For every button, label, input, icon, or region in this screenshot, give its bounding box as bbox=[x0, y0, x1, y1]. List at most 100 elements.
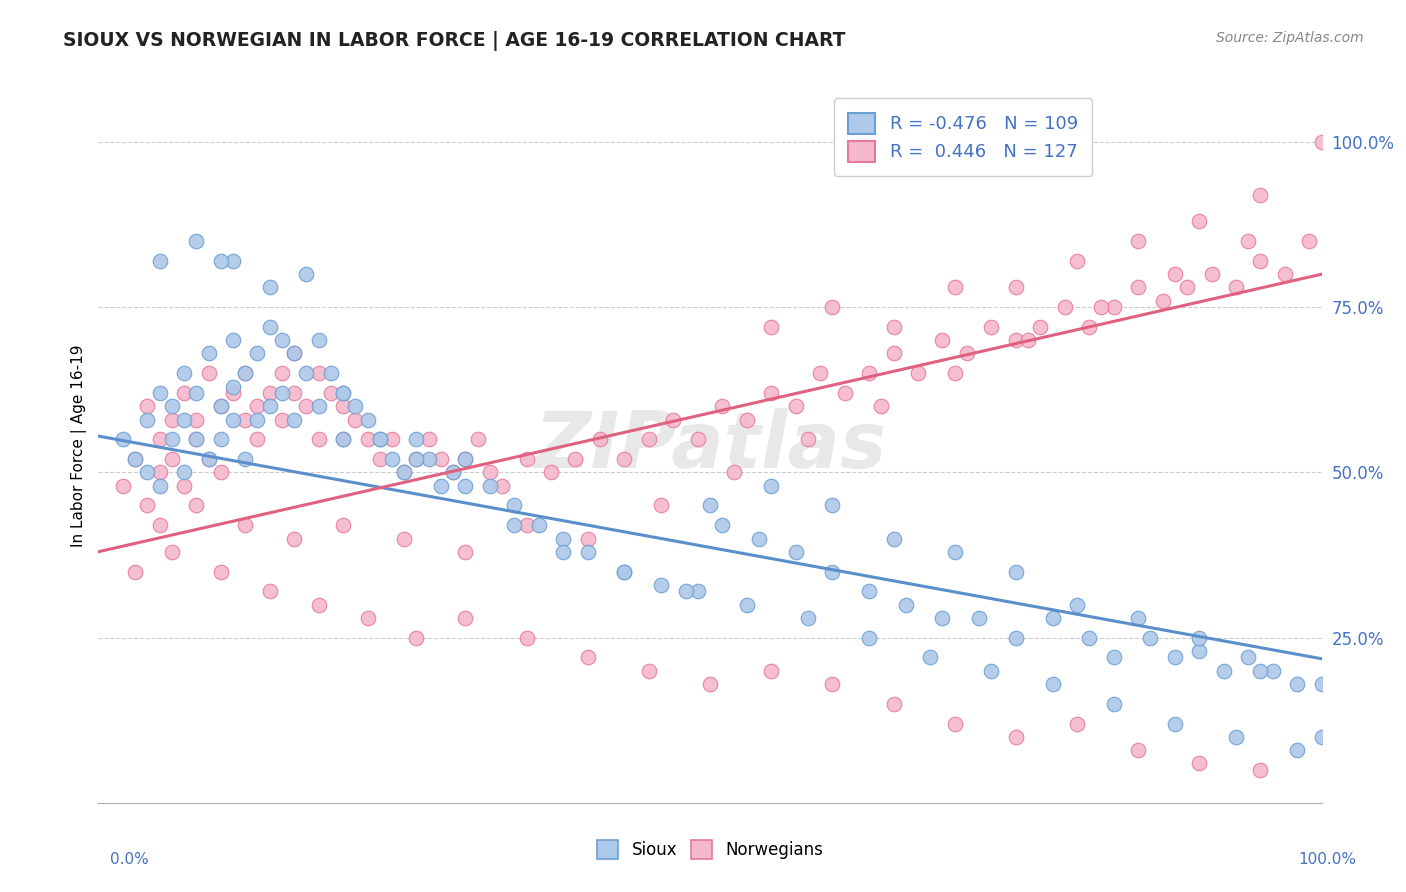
Point bbox=[503, 518, 526, 533]
Point bbox=[883, 532, 905, 546]
Point bbox=[209, 254, 232, 268]
Point bbox=[637, 664, 661, 678]
Point bbox=[222, 333, 245, 347]
Point bbox=[478, 466, 501, 480]
Point bbox=[173, 412, 195, 426]
Point bbox=[1128, 234, 1150, 248]
Point bbox=[1102, 697, 1125, 711]
Point bbox=[160, 412, 183, 426]
Point bbox=[785, 400, 807, 414]
Point bbox=[699, 499, 721, 513]
Point bbox=[149, 518, 172, 533]
Point bbox=[761, 664, 783, 678]
Point bbox=[515, 631, 537, 645]
Point bbox=[308, 433, 330, 447]
Point bbox=[430, 478, 453, 492]
Point bbox=[454, 452, 477, 467]
Point bbox=[246, 346, 269, 360]
Point bbox=[1029, 320, 1052, 334]
Point bbox=[748, 532, 770, 546]
Point bbox=[1237, 650, 1260, 665]
Point bbox=[808, 367, 831, 381]
Point bbox=[283, 346, 305, 360]
Point bbox=[405, 452, 427, 467]
Point bbox=[186, 433, 208, 447]
Point bbox=[259, 280, 281, 294]
Point bbox=[686, 433, 709, 447]
Point bbox=[1249, 664, 1271, 678]
Point bbox=[149, 466, 172, 480]
Point bbox=[259, 320, 281, 334]
Point bbox=[283, 346, 305, 360]
Point bbox=[797, 433, 820, 447]
Point bbox=[270, 412, 294, 426]
Point bbox=[723, 466, 745, 480]
Point bbox=[173, 478, 195, 492]
Point bbox=[246, 433, 269, 447]
Point bbox=[564, 452, 586, 467]
Point bbox=[222, 254, 245, 268]
Point bbox=[761, 478, 783, 492]
Point bbox=[1128, 611, 1150, 625]
Point bbox=[870, 400, 893, 414]
Point bbox=[454, 545, 477, 559]
Point bbox=[149, 386, 172, 401]
Point bbox=[613, 565, 636, 579]
Point bbox=[686, 584, 709, 599]
Point bbox=[553, 532, 575, 546]
Point bbox=[186, 412, 208, 426]
Point bbox=[1286, 677, 1309, 691]
Point bbox=[576, 532, 599, 546]
Point bbox=[160, 545, 183, 559]
Point bbox=[1298, 234, 1320, 248]
Point bbox=[111, 433, 134, 447]
Point bbox=[392, 532, 416, 546]
Point bbox=[1128, 743, 1150, 757]
Point bbox=[1066, 598, 1088, 612]
Point bbox=[1310, 135, 1333, 149]
Point bbox=[662, 412, 685, 426]
Point bbox=[1004, 280, 1026, 294]
Point bbox=[454, 611, 477, 625]
Point bbox=[515, 452, 537, 467]
Point bbox=[209, 400, 232, 414]
Point bbox=[344, 412, 367, 426]
Point bbox=[1004, 333, 1026, 347]
Point bbox=[821, 499, 844, 513]
Point bbox=[209, 433, 232, 447]
Point bbox=[1128, 280, 1150, 294]
Point bbox=[785, 545, 807, 559]
Point bbox=[197, 452, 219, 467]
Point bbox=[186, 386, 208, 401]
Point bbox=[233, 367, 256, 381]
Point bbox=[589, 433, 612, 447]
Point bbox=[1249, 188, 1271, 202]
Point bbox=[931, 333, 953, 347]
Point bbox=[675, 584, 697, 599]
Point bbox=[356, 412, 378, 426]
Point bbox=[344, 400, 367, 414]
Point bbox=[883, 320, 905, 334]
Point bbox=[233, 452, 256, 467]
Point bbox=[515, 518, 537, 533]
Point bbox=[699, 677, 721, 691]
Point bbox=[356, 611, 378, 625]
Point bbox=[576, 545, 599, 559]
Point bbox=[283, 412, 305, 426]
Point bbox=[858, 584, 880, 599]
Point bbox=[943, 545, 966, 559]
Point bbox=[111, 478, 134, 492]
Point bbox=[920, 650, 942, 665]
Point bbox=[454, 478, 477, 492]
Point bbox=[1042, 611, 1064, 625]
Legend: Sioux, Norwegians: Sioux, Norwegians bbox=[591, 834, 830, 866]
Point bbox=[186, 433, 208, 447]
Point bbox=[1152, 293, 1174, 308]
Point bbox=[943, 716, 966, 731]
Point bbox=[197, 452, 219, 467]
Point bbox=[943, 367, 966, 381]
Point bbox=[527, 518, 550, 533]
Point bbox=[308, 333, 330, 347]
Y-axis label: In Labor Force | Age 16-19: In Labor Force | Age 16-19 bbox=[72, 344, 87, 548]
Text: SIOUX VS NORWEGIAN IN LABOR FORCE | AGE 16-19 CORRELATION CHART: SIOUX VS NORWEGIAN IN LABOR FORCE | AGE … bbox=[63, 31, 846, 51]
